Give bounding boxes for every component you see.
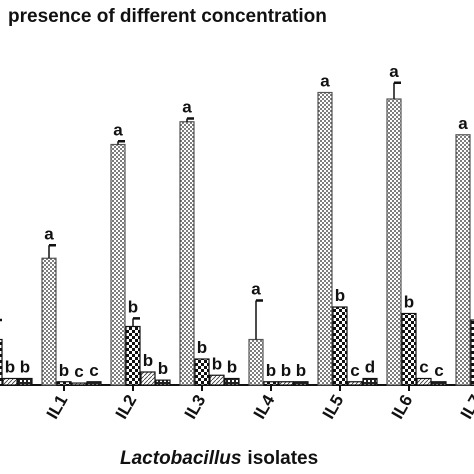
bar: [0, 338, 3, 386]
x-axis-label-rest: isolates: [247, 448, 318, 469]
bar: [263, 381, 279, 386]
bar: [17, 377, 33, 386]
x-tick-label: IL1: [43, 392, 72, 423]
bar: [125, 325, 141, 386]
bar: [209, 374, 225, 386]
bar: [470, 319, 474, 386]
bar: [362, 377, 378, 386]
x-tick-label: 9: [0, 392, 2, 410]
significance-label: a: [251, 280, 261, 299]
bar: [110, 143, 126, 386]
x-tick-label: IL3: [181, 392, 210, 423]
bar: [224, 377, 240, 386]
x-tick-label: IL6: [388, 392, 417, 423]
bar: [248, 338, 264, 386]
significance-label: b: [335, 286, 345, 305]
significance-label: b: [212, 354, 222, 373]
significance-label: b: [227, 358, 237, 377]
significance-label: c: [74, 362, 83, 381]
x-axis-label: Lactobacillus isolates: [120, 448, 318, 469]
bar: [56, 381, 72, 386]
significance-label: b: [20, 358, 30, 377]
bar: [179, 121, 195, 386]
significance-label: b: [197, 338, 207, 357]
significance-label: b: [266, 361, 276, 380]
bar: [431, 381, 447, 386]
bar: [386, 98, 402, 386]
x-tick-label: IL7: [457, 392, 474, 423]
significance-label: a: [320, 72, 330, 91]
bar: [347, 381, 363, 386]
x-tick-label: IL4: [250, 391, 279, 422]
bar: [140, 371, 156, 386]
significance-label: b: [158, 359, 168, 378]
significance-label: b: [281, 361, 291, 380]
chart-title: presence of different concentration: [8, 6, 327, 27]
significance-label: c: [434, 361, 443, 380]
bar: [332, 306, 348, 386]
x-axis-label-italic: Lactobacillus: [120, 448, 241, 469]
bar: [416, 377, 432, 386]
significance-label: c: [350, 361, 359, 380]
bar: [2, 377, 18, 386]
bar: [41, 257, 57, 386]
significance-label: b: [59, 361, 69, 380]
significance-label: b: [5, 358, 15, 377]
significance-label: b: [404, 293, 414, 312]
x-tick-label: IL5: [319, 392, 348, 423]
bar: [278, 381, 294, 386]
significance-label: c: [89, 361, 98, 380]
bar: [401, 312, 417, 386]
significance-label: b: [143, 351, 153, 370]
significance-label: c: [419, 358, 428, 377]
bar: [317, 91, 333, 386]
significance-label: b: [128, 297, 138, 316]
significance-label: b: [296, 361, 306, 380]
bar: [86, 381, 102, 386]
x-tick-label: IL2: [112, 392, 141, 423]
significance-label: a: [182, 98, 192, 117]
significance-label: d: [365, 358, 375, 377]
bar: [455, 134, 471, 386]
bar: [293, 381, 309, 386]
significance-label: a: [389, 62, 399, 81]
bar: [71, 382, 87, 386]
significance-label: a: [458, 114, 468, 133]
bar: [155, 379, 171, 386]
significance-label: a: [44, 224, 54, 243]
significance-label: a: [113, 120, 123, 139]
bar: [194, 358, 210, 386]
